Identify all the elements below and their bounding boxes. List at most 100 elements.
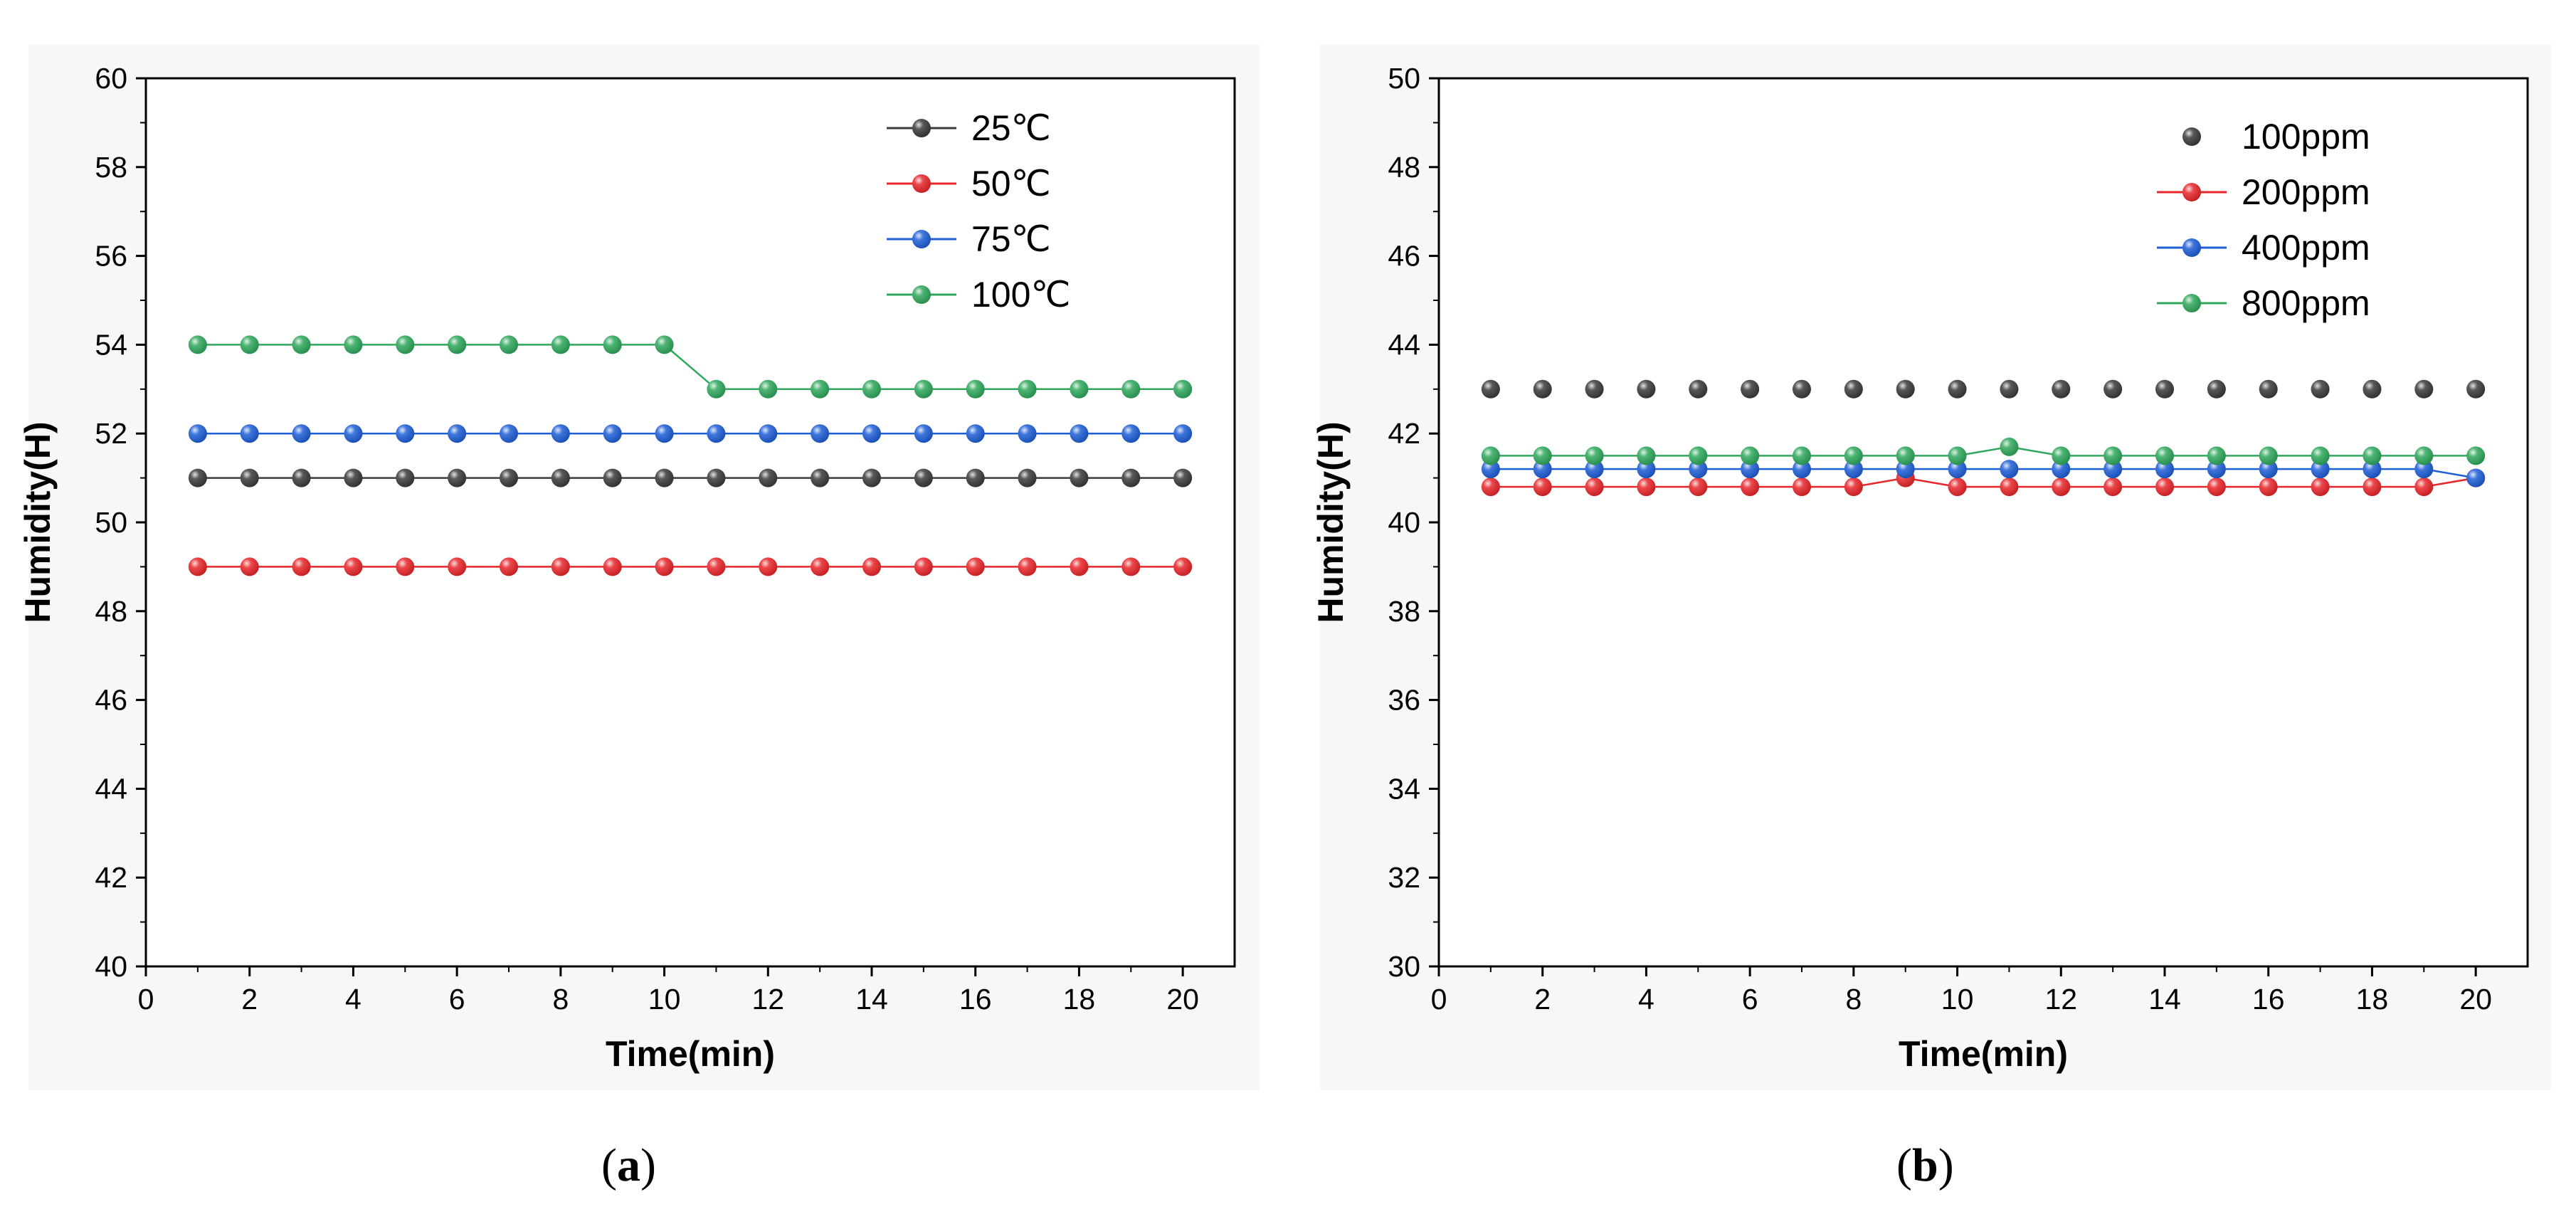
x-tick-label: 20 xyxy=(1166,983,1199,1016)
y-tick-label: 48 xyxy=(1388,151,1420,184)
data-point-highlight xyxy=(500,557,518,576)
data-point-highlight xyxy=(2103,460,2123,479)
data-point-highlight xyxy=(811,424,830,443)
data-point-highlight xyxy=(603,424,622,443)
data-point-highlight xyxy=(862,379,881,399)
x-tick-label: 18 xyxy=(1063,983,1096,1016)
y-tick-label: 50 xyxy=(1388,62,1420,95)
data-point-highlight xyxy=(1637,379,1656,399)
data-point-highlight xyxy=(396,424,415,443)
x-tick-label: 16 xyxy=(2252,983,2285,1016)
x-tick-label: 14 xyxy=(2148,983,2181,1016)
data-point-highlight xyxy=(448,557,467,576)
x-tick-label: 2 xyxy=(241,983,258,1016)
plot-frame xyxy=(144,77,1236,968)
data-point-highlight xyxy=(1689,446,1708,465)
legend-marker-highlight xyxy=(912,119,931,137)
data-point-highlight xyxy=(603,468,622,487)
caption-b-open: ( xyxy=(1896,1139,1912,1191)
x-tick-label: 12 xyxy=(751,983,784,1016)
data-point-highlight xyxy=(2363,460,2382,479)
data-point-highlight xyxy=(2363,478,2382,497)
x-tick-label: 0 xyxy=(138,983,154,1016)
data-point-highlight xyxy=(2207,460,2226,479)
data-point-highlight xyxy=(655,557,674,576)
legend-label: 800ppm xyxy=(2242,283,2370,323)
y-tick-label: 46 xyxy=(1388,240,1420,273)
data-point-highlight xyxy=(344,557,363,576)
data-point-highlight xyxy=(2466,446,2486,465)
data-point-highlight xyxy=(707,468,726,487)
x-tick-label: 8 xyxy=(1845,983,1862,1016)
data-point-highlight xyxy=(707,557,726,576)
data-point-highlight xyxy=(603,335,622,354)
data-point-highlight xyxy=(344,335,363,354)
series-100℃ xyxy=(188,335,1193,399)
series-800ppm xyxy=(1481,437,2486,465)
x-tick-label: 8 xyxy=(552,983,569,1016)
x-tick-label: 20 xyxy=(2459,983,2492,1016)
data-point-highlight xyxy=(2103,379,2123,399)
data-point-highlight xyxy=(1948,379,1967,399)
series-200ppm xyxy=(1481,468,2486,497)
data-point-highlight xyxy=(1844,478,1863,497)
caption-a-open: ( xyxy=(601,1139,617,1191)
data-point-highlight xyxy=(188,335,207,354)
data-point-highlight xyxy=(1070,468,1089,487)
data-point-highlight xyxy=(1637,460,1656,479)
y-tick-label: 44 xyxy=(1388,328,1420,361)
caption-b: (b) xyxy=(1896,1139,1954,1193)
data-point-highlight xyxy=(1896,379,1915,399)
data-point-highlight xyxy=(551,468,570,487)
data-point-highlight xyxy=(1689,460,1708,479)
legend-marker-highlight xyxy=(912,174,931,193)
data-point-highlight xyxy=(1948,460,1967,479)
series-400ppm xyxy=(1481,460,2486,487)
data-point-highlight xyxy=(500,424,518,443)
y-tick-label: 50 xyxy=(95,506,127,539)
data-point-highlight xyxy=(2052,446,2071,465)
data-point-highlight xyxy=(1741,379,1760,399)
data-point-highlight xyxy=(655,468,674,487)
data-point-highlight xyxy=(396,335,415,354)
data-point-highlight xyxy=(1689,379,1708,399)
data-point-highlight xyxy=(2414,446,2434,465)
data-point-highlight xyxy=(1585,478,1604,497)
y-tick-label: 58 xyxy=(95,151,127,184)
data-point-highlight xyxy=(914,557,933,576)
data-point-highlight xyxy=(914,468,933,487)
data-point-highlight xyxy=(759,468,778,487)
data-point-highlight xyxy=(966,379,985,399)
data-point-highlight xyxy=(2466,468,2486,487)
data-point-highlight xyxy=(2207,478,2226,497)
y-tick-label: 60 xyxy=(95,62,127,95)
data-point-highlight xyxy=(1121,468,1141,487)
data-point-highlight xyxy=(1121,424,1141,443)
data-point-highlight xyxy=(292,335,311,354)
data-point-highlight xyxy=(292,468,311,487)
caption-a-close: ) xyxy=(640,1139,656,1191)
data-point-highlight xyxy=(1533,460,1552,479)
data-point-highlight xyxy=(1637,446,1656,465)
data-point-highlight xyxy=(655,335,674,354)
data-point-highlight xyxy=(551,335,570,354)
data-point-highlight xyxy=(2052,478,2071,497)
x-tick-label: 4 xyxy=(345,983,361,1016)
data-point-highlight xyxy=(344,468,363,487)
data-point-highlight xyxy=(1173,468,1193,487)
y-tick-label: 48 xyxy=(95,595,127,628)
data-point-highlight xyxy=(1741,446,1760,465)
data-point-highlight xyxy=(1070,424,1089,443)
data-point-highlight xyxy=(1896,446,1915,465)
data-point-highlight xyxy=(1173,424,1193,443)
legend-label: 75℃ xyxy=(971,219,1051,259)
data-point-highlight xyxy=(1018,468,1037,487)
y-tick-label: 42 xyxy=(1388,417,1420,450)
x-tick-label: 10 xyxy=(648,983,681,1016)
y-axis-label: Humidity(H) xyxy=(1311,421,1351,623)
data-point-highlight xyxy=(1793,478,1811,497)
data-point-highlight xyxy=(1533,478,1552,497)
data-point-highlight xyxy=(396,557,415,576)
x-axis-label: Time(min) xyxy=(1899,1034,2068,1074)
